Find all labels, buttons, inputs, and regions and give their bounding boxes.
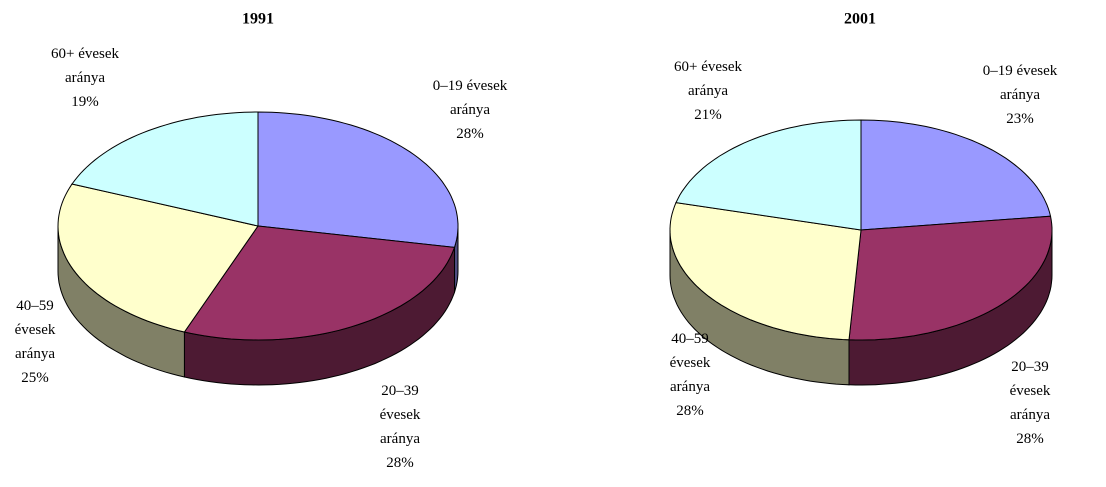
label-line: aránya: [688, 83, 728, 99]
chart-title: 2001: [844, 11, 876, 28]
slice: [57, 183, 259, 333]
label-line: 0–19 évesek: [433, 78, 508, 94]
slice-label: 60+ évesek aránya 21%: [674, 59, 743, 123]
label-line: 60+ évesek: [51, 46, 120, 62]
label-line: aránya: [15, 346, 55, 362]
category-label: 0–19 évesek aránya: [983, 63, 1058, 103]
label-line: 0–19 évesek: [983, 63, 1058, 79]
label-line: 60+ évesek: [674, 59, 743, 75]
label-line: aránya: [1010, 407, 1050, 423]
label-line: aránya: [380, 431, 420, 447]
value-label: 25%: [21, 370, 49, 386]
slice-label: 0–19 évesek aránya 23%: [983, 63, 1058, 127]
slice-label: 40–59 évesek aránya 25%: [15, 298, 56, 386]
slice: [669, 202, 862, 341]
label-line: aránya: [450, 102, 490, 118]
slice-label: 20–39 évesek aránya 28%: [380, 383, 421, 471]
category-label: 20–39 évesek aránya: [1010, 359, 1051, 423]
slice-label: 20–39 évesek aránya 28%: [1010, 359, 1051, 447]
value-label: 28%: [386, 455, 414, 471]
category-label: 60+ évesek aránya: [674, 59, 743, 99]
category-label: 40–59 évesek aránya: [15, 298, 56, 362]
slice: [257, 111, 459, 248]
value-label: 23%: [1006, 111, 1034, 127]
value-label: 21%: [694, 107, 722, 123]
label-line: 40–59: [671, 331, 709, 347]
label-line: 20–39: [1011, 359, 1049, 375]
value-label: 28%: [456, 126, 484, 142]
value-label: 19%: [71, 94, 99, 110]
label-line: 40–59: [16, 298, 54, 314]
pie: [57, 111, 459, 386]
slice-label: 0–19 évesek aránya 28%: [433, 78, 508, 142]
slice-label: 60+ évesek aránya 19%: [51, 46, 120, 110]
slice: [675, 119, 862, 231]
category-label: 60+ évesek aránya: [51, 46, 120, 86]
value-label: 28%: [676, 403, 704, 419]
category-label: 40–59 évesek aránya: [670, 331, 711, 395]
value-label: 28%: [1016, 431, 1044, 447]
label-line: 20–39: [381, 383, 419, 399]
slice: [848, 215, 1053, 341]
slice: [71, 111, 259, 227]
label-line: évesek: [1010, 383, 1051, 399]
slice: [183, 225, 456, 341]
label-line: évesek: [670, 355, 711, 371]
slice: [860, 119, 1052, 231]
label-line: évesek: [380, 407, 421, 423]
chart-title: 1991: [242, 11, 274, 28]
slice-label: 40–59 évesek aránya 28%: [670, 331, 711, 419]
pie: [669, 119, 1053, 386]
label-line: aránya: [65, 70, 105, 86]
label-line: aránya: [670, 379, 710, 395]
category-label: 20–39 évesek aránya: [380, 383, 421, 447]
label-line: évesek: [15, 322, 56, 338]
category-label: 0–19 évesek aránya: [433, 78, 508, 118]
label-line: aránya: [1000, 87, 1040, 103]
